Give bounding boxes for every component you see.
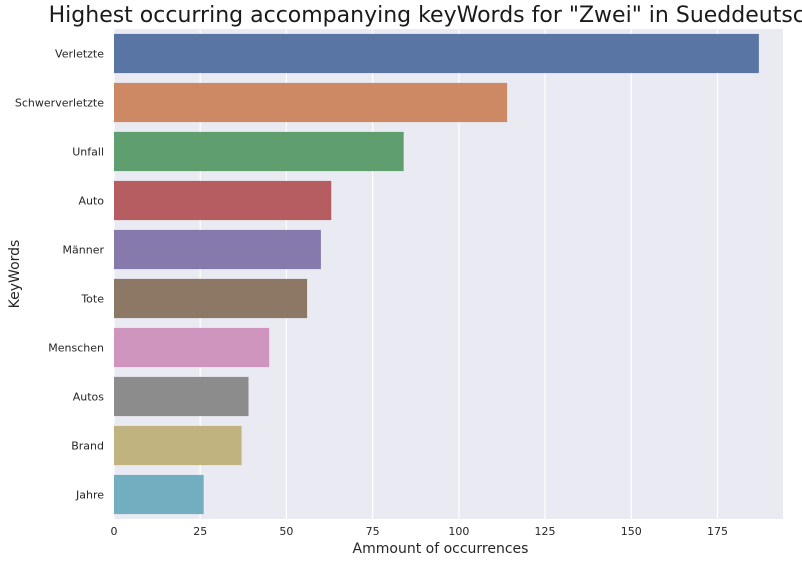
bar-auto (114, 180, 332, 221)
y-tick-label: Verletzte (55, 48, 104, 61)
x-axis-ticks: 0 25 50 75 100 125 150 175 (111, 525, 728, 538)
bar-autos (114, 376, 249, 417)
bars (114, 33, 759, 515)
y-tick-label: Männer (63, 244, 105, 257)
y-tick-label: Unfall (72, 146, 104, 159)
bar-tote (114, 278, 308, 319)
x-axis-label: Ammount of occurrences (353, 541, 529, 557)
x-tick-label: 25 (193, 525, 207, 538)
y-tick-label: Brand (71, 440, 104, 453)
bar-männer (114, 229, 321, 270)
x-tick-label: 0 (111, 525, 118, 538)
x-tick-label: 125 (535, 525, 556, 538)
y-axis-ticks: Verletzte Schwerverletzte Unfall Auto Männer… (15, 48, 105, 502)
y-tick-label: Schwerverletzte (15, 97, 104, 110)
x-tick-label: 150 (621, 525, 642, 538)
y-tick-label: Auto (78, 195, 104, 208)
y-tick-label: Autos (73, 391, 105, 404)
bar-unfall (114, 131, 404, 172)
x-tick-label: 175 (707, 525, 728, 538)
bar-jahre (114, 474, 204, 515)
x-tick-label: 100 (448, 525, 469, 538)
bar-schwerverletzte (114, 82, 508, 123)
x-tick-label: 75 (366, 525, 380, 538)
bar-brand (114, 425, 242, 466)
y-tick-label: Tote (80, 293, 104, 306)
chart-title: Highest occurring accompanying keyWords … (49, 3, 802, 28)
y-tick-label: Menschen (48, 342, 104, 355)
y-tick-label: Jahre (75, 489, 104, 502)
y-axis-label: KeyWords (7, 240, 23, 309)
x-tick-label: 50 (279, 525, 293, 538)
bar-verletzte (114, 33, 759, 74)
bar-menschen (114, 327, 270, 368)
